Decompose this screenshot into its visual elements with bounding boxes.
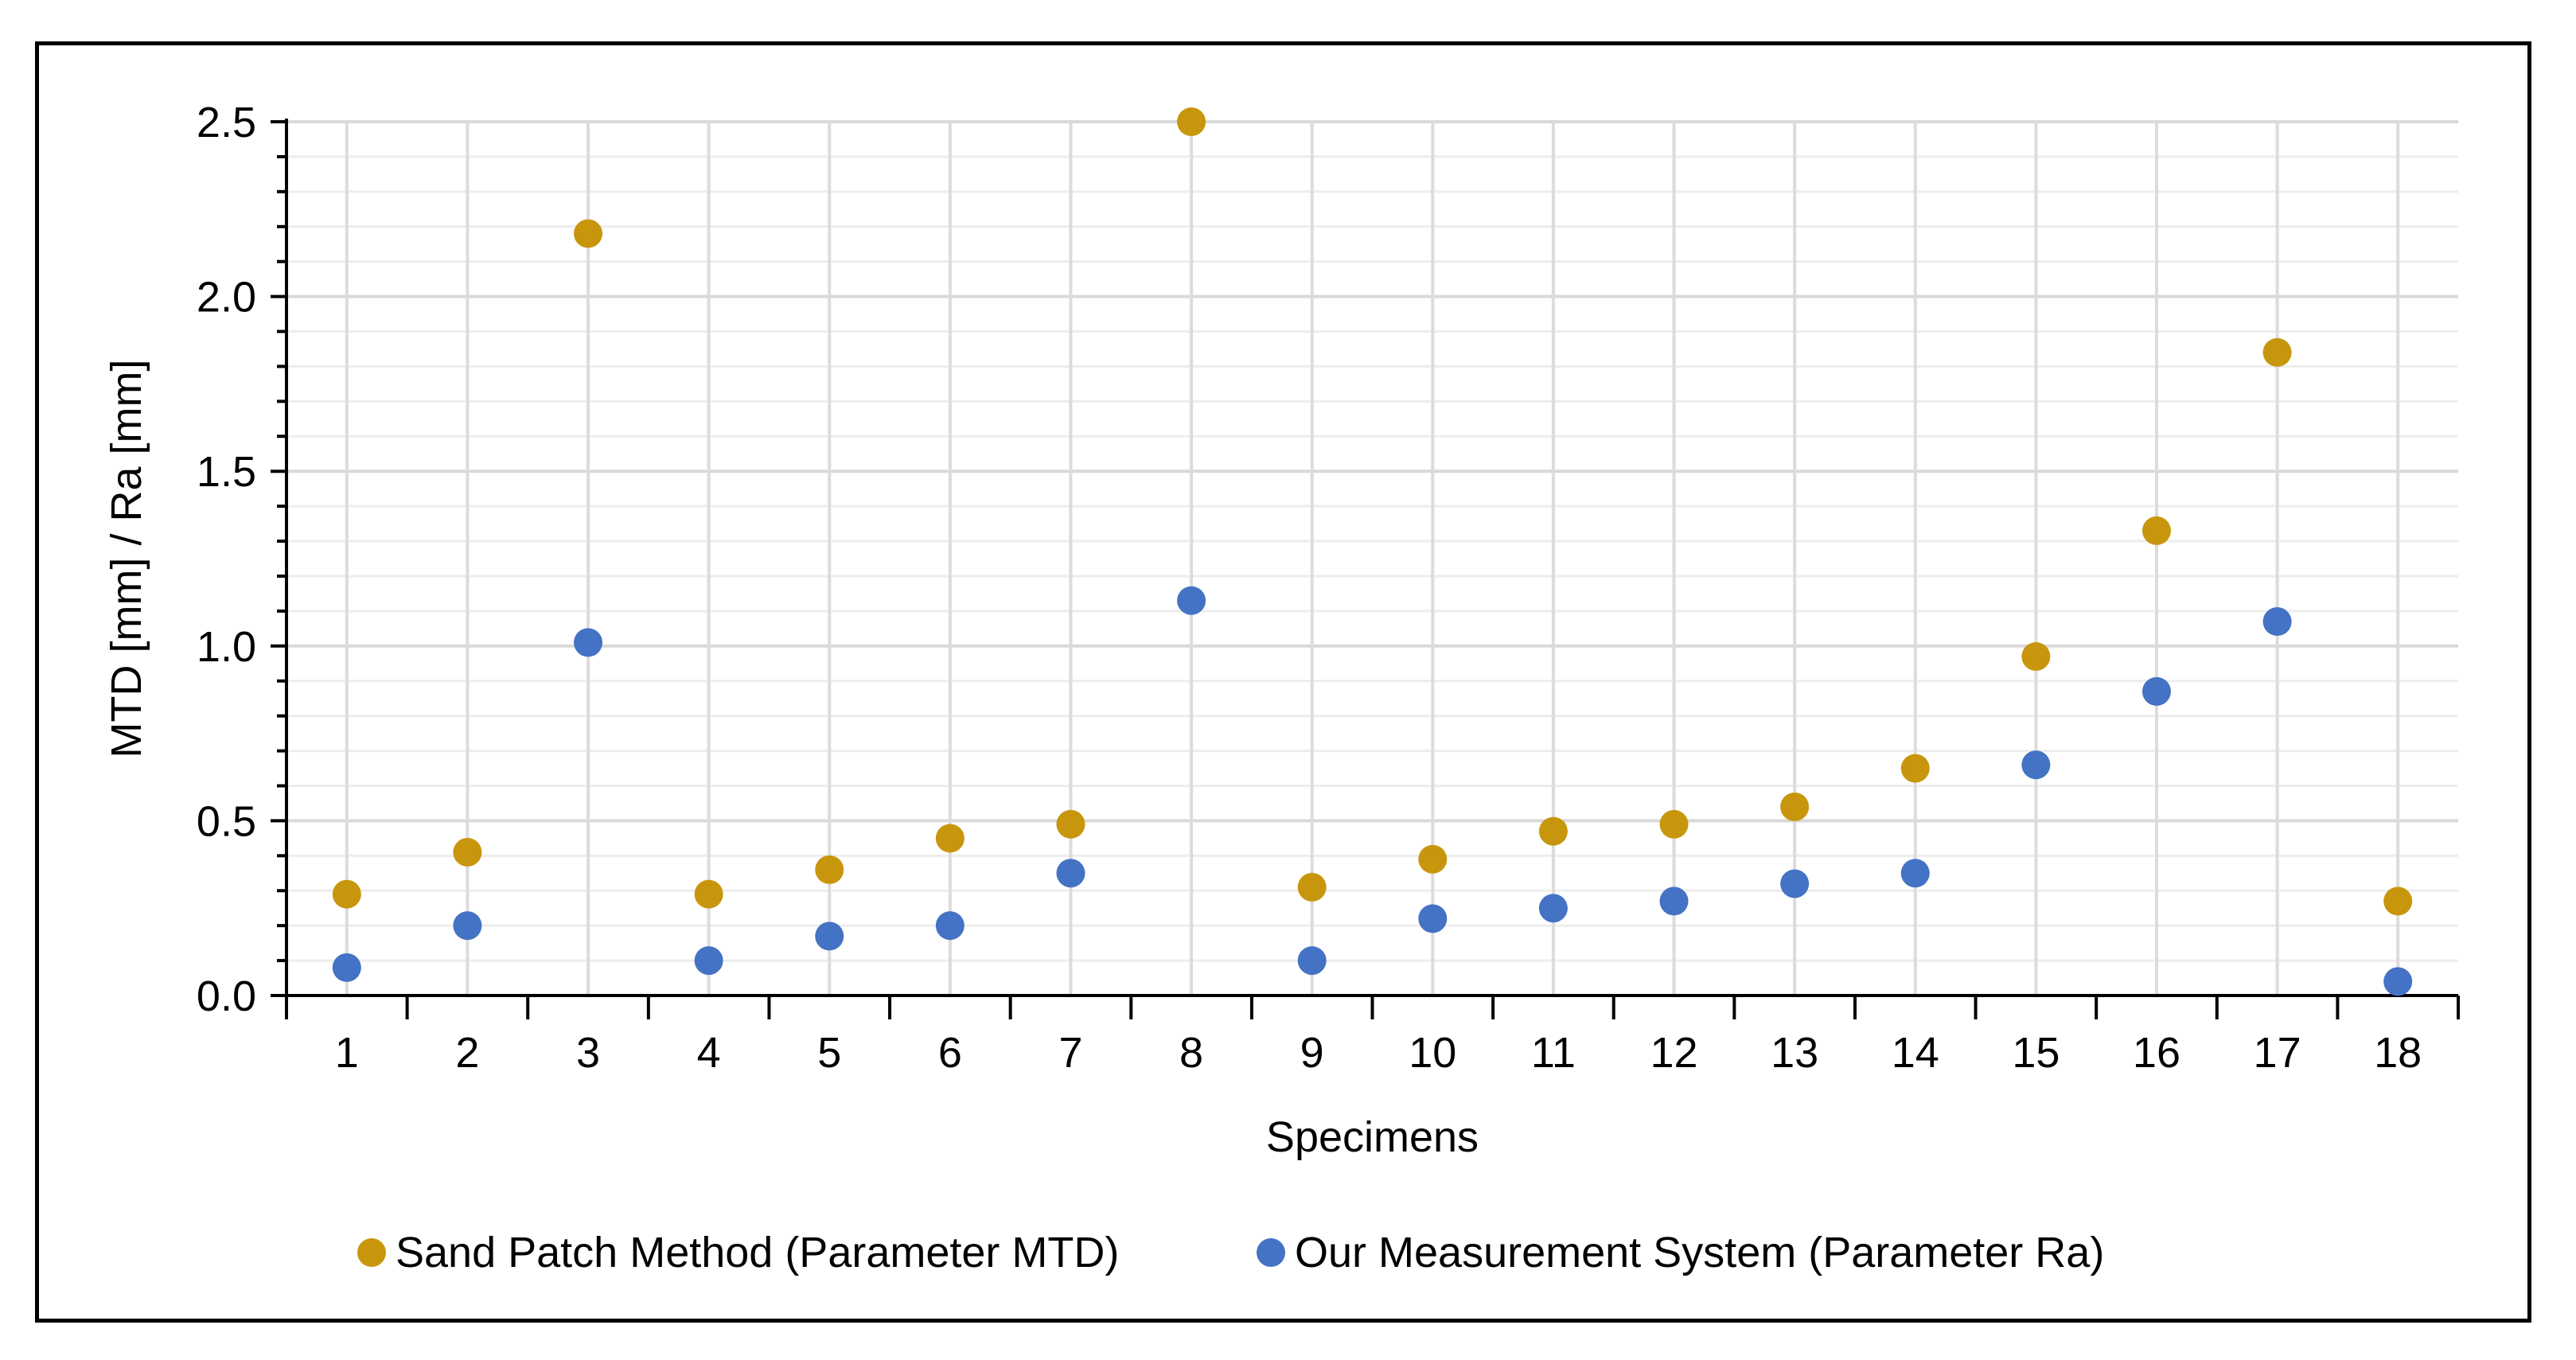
y-tick-label: 0.0 (197, 972, 256, 1020)
ra-point (2021, 750, 2051, 780)
legend-label-sand-patch: Sand Patch Method (Parameter MTD) (396, 1229, 1119, 1276)
mtd-point (1297, 872, 1327, 902)
legend-marker-measurement-system (1257, 1238, 1285, 1267)
mtd-point (815, 855, 844, 884)
mtd-point (935, 824, 965, 853)
x-tick-label: 16 (2133, 1029, 2180, 1077)
x-tick-label: 9 (1300, 1029, 1324, 1077)
ra-point (2262, 607, 2292, 637)
mtd-point (2141, 516, 2171, 545)
x-tick-label: 13 (1771, 1029, 1818, 1077)
x-tick-label: 3 (576, 1029, 600, 1077)
y-axis-title: MTD [mm] / Ra [mm] (103, 360, 150, 758)
x-tick-label: 15 (2012, 1029, 2060, 1077)
mtd-point (1659, 809, 1689, 839)
gridlines (286, 120, 2458, 996)
x-axis-title: Specimens (1266, 1113, 1479, 1161)
x-tick-labels: 1 2 3 4 5 6 7 8 9 10 11 12 13 14 15 16 17 18 (335, 1029, 2422, 1077)
ra-point (1780, 869, 1810, 898)
ra-point (1538, 894, 1568, 923)
mtd-point (1900, 754, 1930, 783)
ra-point (332, 953, 361, 982)
mtd-point (2383, 887, 2413, 916)
x-tick-label: 11 (1531, 1029, 1576, 1077)
y-tick-label: 0.5 (197, 797, 256, 845)
scatter-chart: 0.00.51.01.52.02.5 1 2 3 4 5 6 7 8 9 10 11 12 13 14 15… (103, 99, 2460, 1276)
x-tick-label: 8 (1179, 1029, 1203, 1077)
ra-point (935, 911, 965, 941)
axes (271, 119, 2460, 1019)
ra-point (1177, 586, 1206, 615)
mtd-point (1418, 844, 1448, 874)
mtd-point (2262, 337, 2292, 367)
y-tick-labels: 0.0 0.5 1.0 1.5 2.0 2.5 (197, 99, 256, 1020)
x-tick-label: 5 (817, 1029, 841, 1077)
mtd-point (453, 837, 482, 867)
x-tick-label: 4 (697, 1029, 721, 1077)
ra-point (1659, 887, 1689, 916)
y-tick-label: 2.5 (197, 99, 256, 146)
ra-point (1418, 904, 1448, 933)
x-tick-label: 10 (1409, 1029, 1456, 1077)
y-tick-label: 1.0 (197, 623, 256, 671)
mtd-point (694, 879, 723, 909)
data-points (332, 107, 2413, 996)
ra-point (1297, 946, 1327, 976)
ra-point (574, 628, 603, 657)
x-tick-label: 18 (2374, 1029, 2422, 1077)
legend-label-measurement-system: Our Measurement System (Parameter Ra) (1295, 1229, 2104, 1276)
ra-point (694, 946, 723, 976)
x-tick-label: 1 (335, 1029, 359, 1077)
mtd-point (1538, 816, 1568, 846)
x-tick-label: 2 (455, 1029, 479, 1077)
x-tick-label: 12 (1650, 1029, 1697, 1077)
legend: Sand Patch Method (Parameter MTD) Our Me… (357, 1229, 2104, 1276)
ra-point (453, 911, 482, 941)
mtd-point (332, 879, 361, 909)
x-tick-label: 17 (2254, 1029, 2301, 1077)
x-tick-label: 7 (1058, 1029, 1082, 1077)
ra-point (2141, 676, 2171, 706)
y-tick-label: 2.0 (197, 274, 256, 321)
ra-point (1056, 859, 1085, 888)
ra-point (2383, 967, 2413, 996)
x-tick-label: 6 (938, 1029, 962, 1077)
ra-point (1900, 859, 1930, 888)
chart-frame: 0.0 0.5 1.0 1.5 2.0 2.5 1 2 3 4 5 6 7 8 9 10 11 12 13 14 15… (35, 41, 2531, 1323)
y-tick-label: 1.5 (197, 448, 256, 496)
mtd-point (2021, 641, 2051, 671)
legend-marker-sand-patch (357, 1238, 386, 1267)
ra-point (815, 922, 844, 951)
mtd-point (1056, 809, 1085, 839)
x-tick-label: 14 (1892, 1029, 1939, 1077)
mtd-point (1780, 792, 1810, 821)
mtd-point (574, 219, 603, 248)
mtd-point (1177, 107, 1206, 136)
